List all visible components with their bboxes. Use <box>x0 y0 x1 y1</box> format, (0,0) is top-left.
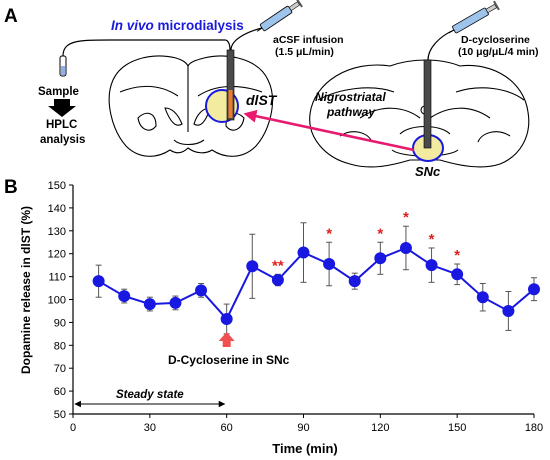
y-tick-label: 80 <box>54 340 66 352</box>
y-tick-label: 50 <box>54 409 66 421</box>
data-point <box>323 258 336 271</box>
dcs-label-line2: (10 μg/μL/4 min) <box>458 46 539 58</box>
up-arrow-icon <box>218 332 235 347</box>
dlst-label: dlST <box>246 92 278 108</box>
dcs-label-line1: D-cycloserine <box>461 34 530 46</box>
significance-marker: * <box>326 225 332 242</box>
data-point <box>143 298 156 311</box>
hplc-label-line2: analysis <box>40 134 85 146</box>
probe-icon-right <box>423 59 432 149</box>
data-point <box>476 291 489 304</box>
probe-tubing-left <box>230 27 263 51</box>
probe-tubing-right <box>427 29 455 61</box>
data-point <box>502 304 515 317</box>
significance-marker: * <box>403 209 409 226</box>
probe-icon-left <box>226 49 235 121</box>
data-point <box>118 290 131 303</box>
data-point <box>92 275 105 288</box>
significance-marker: * <box>429 231 435 248</box>
data-point <box>399 241 412 254</box>
data-point <box>169 296 182 309</box>
series-line <box>98 246 535 321</box>
panel-a-label: A <box>4 6 18 27</box>
y-tick-label: 60 <box>54 386 66 398</box>
x-tick-label: 150 <box>448 422 466 434</box>
panel-b-label: B <box>4 177 18 198</box>
annotation-label: D-Cycloserine in SNc <box>168 353 290 367</box>
acsf-label-line2: (1.5 μL/min) <box>275 46 334 58</box>
y-tick-label: 90 <box>54 317 66 329</box>
down-arrow-icon <box>48 99 76 117</box>
x-tick-label: 30 <box>144 422 156 434</box>
sample-label: Sample <box>38 86 79 98</box>
x-tick-label: 180 <box>525 422 543 434</box>
y-tick-label: 100 <box>48 295 66 307</box>
data-point <box>348 275 361 288</box>
y-tick-label: 70 <box>54 363 66 375</box>
chart-plot: 50 60 70 80 90 100 110 120 130 140 150 0 30 60 90 120 15… <box>48 180 544 434</box>
y-tick-label: 150 <box>48 180 66 192</box>
syringe-icon-right <box>448 0 500 34</box>
panel-a: A In vivo microdialysis Sample HPLC anal… <box>4 0 539 179</box>
acsf-label-line1: aCSF infusion <box>273 34 344 46</box>
data-point <box>246 260 259 273</box>
significance-marker: ** <box>272 257 284 274</box>
x-tick-label: 90 <box>297 422 309 434</box>
data-point <box>297 246 310 259</box>
pathway-label-line2: pathway <box>326 105 376 119</box>
steady-state-label: Steady state <box>116 389 184 401</box>
data-point <box>528 283 540 296</box>
microdialysis-title: In vivo microdialysis <box>111 18 244 33</box>
significance-marker: * <box>454 247 460 264</box>
y-tick-label: 130 <box>48 226 66 238</box>
data-point <box>195 284 208 297</box>
syringe-icon-left <box>256 0 303 32</box>
data-point <box>271 274 284 287</box>
data-point <box>220 312 233 325</box>
significance-marker: * <box>377 225 383 242</box>
hplc-label-line1: HPLC <box>46 119 77 131</box>
y-tick-label: 110 <box>48 272 66 284</box>
nigrostriatal-arrow <box>243 109 415 152</box>
data-point <box>374 252 387 265</box>
snc-label: SNc <box>415 164 441 179</box>
pathway-label-line1: Nigrostriatal <box>315 90 386 104</box>
data-point <box>451 268 464 281</box>
panel-b: B Dopamine release in dlST (%) Time (min… <box>4 177 543 456</box>
x-tick-label: 60 <box>221 422 233 434</box>
y-tick-label: 140 <box>48 203 66 215</box>
y-axis-title: Dopamine release in dlST (%) <box>19 206 33 374</box>
sample-vial-icon <box>59 55 67 77</box>
tubing-line <box>62 39 231 57</box>
x-tick-label: 0 <box>70 422 76 434</box>
data-point <box>425 259 438 272</box>
y-tick-label: 120 <box>48 249 66 261</box>
x-tick-label: 120 <box>371 422 389 434</box>
x-axis-title: Time (min) <box>272 441 338 456</box>
